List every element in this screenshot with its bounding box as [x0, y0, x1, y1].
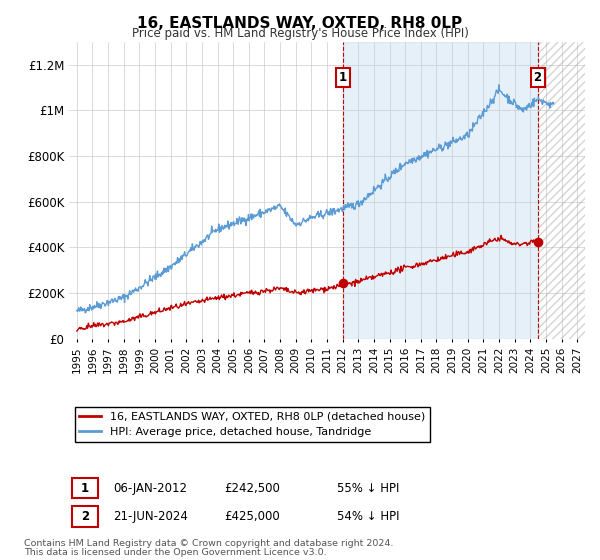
Bar	[538, 42, 585, 339]
Text: £242,500: £242,500	[224, 482, 280, 495]
Text: Price paid vs. HM Land Registry's House Price Index (HPI): Price paid vs. HM Land Registry's House …	[131, 27, 469, 40]
FancyBboxPatch shape	[71, 478, 98, 498]
Text: 16, EASTLANDS WAY, OXTED, RH8 0LP: 16, EASTLANDS WAY, OXTED, RH8 0LP	[137, 16, 463, 31]
Bar	[343, 42, 538, 339]
FancyBboxPatch shape	[71, 506, 98, 526]
Text: 06-JAN-2012: 06-JAN-2012	[113, 482, 187, 495]
Text: Contains HM Land Registry data © Crown copyright and database right 2024.: Contains HM Land Registry data © Crown c…	[24, 539, 394, 548]
Text: 54% ↓ HPI: 54% ↓ HPI	[337, 510, 400, 523]
Text: 2: 2	[533, 71, 542, 84]
Text: 55% ↓ HPI: 55% ↓ HPI	[337, 482, 400, 495]
Legend: 16, EASTLANDS WAY, OXTED, RH8 0LP (detached house), HPI: Average price, detached: 16, EASTLANDS WAY, OXTED, RH8 0LP (detac…	[74, 407, 430, 442]
Text: 21-JUN-2024: 21-JUN-2024	[113, 510, 188, 523]
Text: This data is licensed under the Open Government Licence v3.0.: This data is licensed under the Open Gov…	[24, 548, 326, 557]
Text: 1: 1	[339, 71, 347, 84]
Text: 1: 1	[81, 482, 89, 495]
Text: £425,000: £425,000	[224, 510, 280, 523]
Bar	[538, 42, 585, 339]
Text: 2: 2	[81, 510, 89, 523]
